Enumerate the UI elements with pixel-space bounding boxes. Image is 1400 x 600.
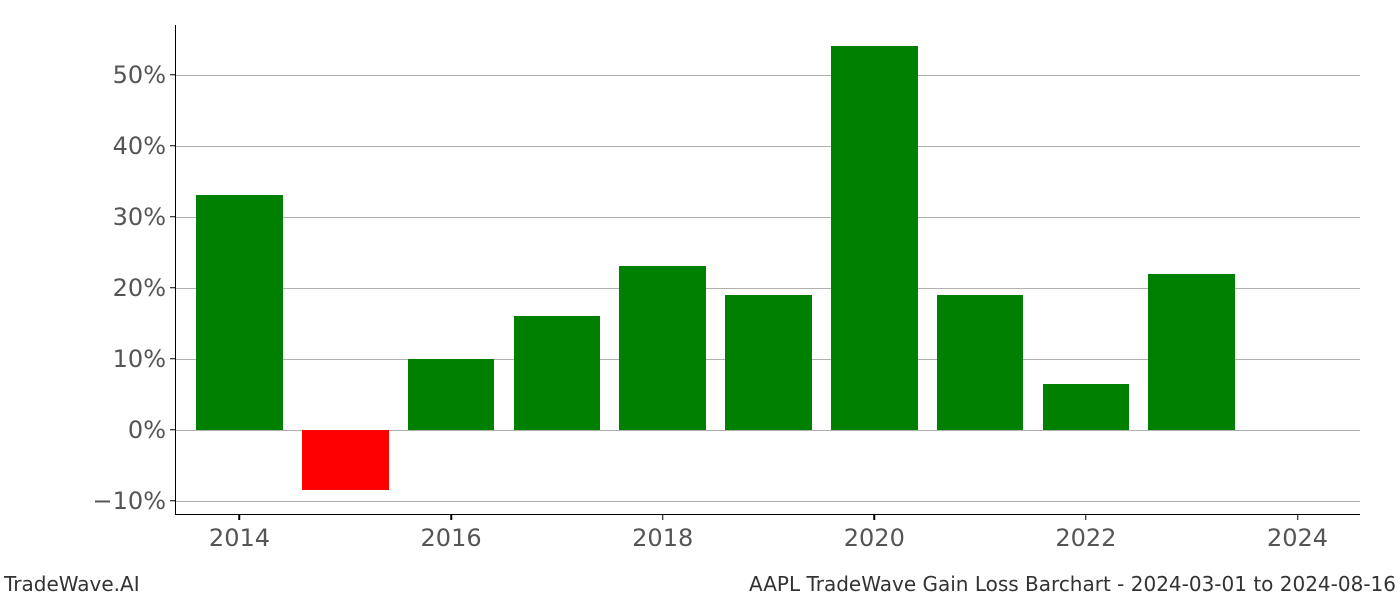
bar-2023 <box>1148 274 1235 430</box>
x-tick-label: 2020 <box>844 514 905 552</box>
bar-2014 <box>196 195 283 429</box>
y-tick-label: 0% <box>128 416 176 444</box>
y-tick-label: 40% <box>113 132 176 160</box>
y-tick-label: 20% <box>113 274 176 302</box>
y-tick-label: 50% <box>113 61 176 89</box>
x-tick-label: 2016 <box>421 514 482 552</box>
footer-caption: AAPL TradeWave Gain Loss Barchart - 2024… <box>749 572 1396 596</box>
y-gridline <box>176 501 1360 502</box>
y-tick-label: 30% <box>113 203 176 231</box>
bar-2020 <box>831 46 918 429</box>
y-tick-label: 10% <box>113 345 176 373</box>
x-tick-label: 2022 <box>1055 514 1116 552</box>
y-gridline <box>176 217 1360 218</box>
y-gridline <box>176 75 1360 76</box>
bar-2018 <box>619 266 706 429</box>
bar-2016 <box>408 359 495 430</box>
x-tick-label: 2014 <box>209 514 270 552</box>
bar-2015 <box>302 430 389 490</box>
y-tick-label: −10% <box>93 487 176 515</box>
bar-2017 <box>514 316 601 430</box>
bar-2021 <box>937 295 1024 430</box>
bar-2022 <box>1043 384 1130 430</box>
footer-brand: TradeWave.AI <box>4 572 140 596</box>
bar-2019 <box>725 295 812 430</box>
x-tick-label: 2024 <box>1267 514 1328 552</box>
plot-area: −10%0%10%20%30%40%50%2014201620182020202… <box>175 25 1360 515</box>
x-tick-label: 2018 <box>632 514 693 552</box>
gain-loss-barchart: −10% 0% 10% 20% 30% 40% 50% 2014 2016 2018 2020 202… <box>0 0 1400 600</box>
y-gridline <box>176 146 1360 147</box>
